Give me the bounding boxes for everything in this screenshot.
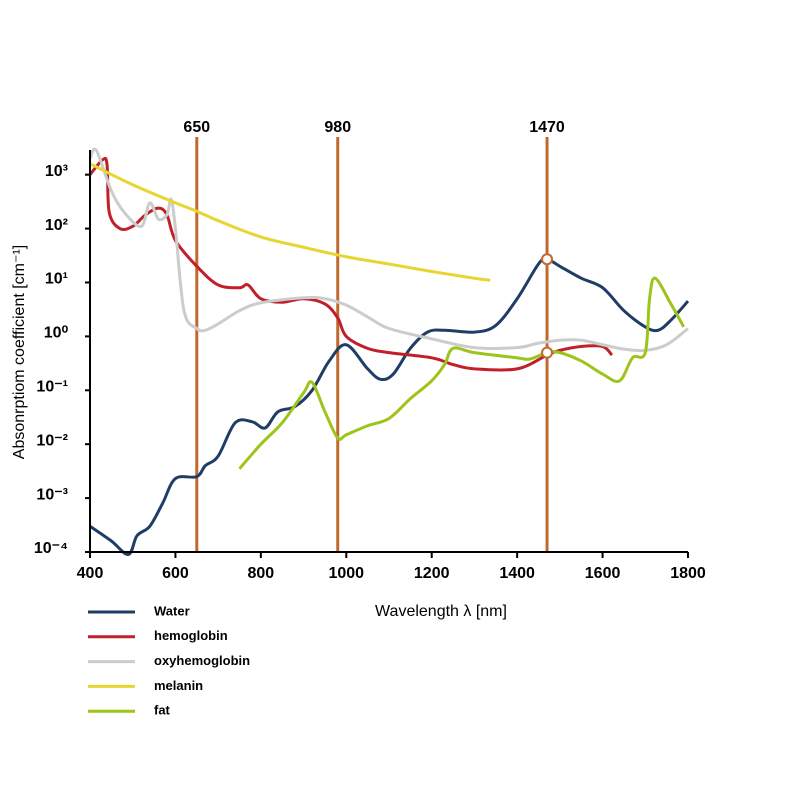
series-line xyxy=(238,276,686,470)
y-tick-label: 10⁻¹ xyxy=(36,379,68,396)
y-tick-label: 10⁻⁴ xyxy=(34,540,68,557)
y-tick-label: 10⁰ xyxy=(44,325,69,342)
x-tick-label: 400 xyxy=(77,565,104,582)
x-tick-label: 1000 xyxy=(328,565,364,582)
legend-label: fat xyxy=(154,703,171,718)
x-tick-label: 1400 xyxy=(499,565,535,582)
marker-label: 650 xyxy=(183,119,210,136)
legend-label: melanin xyxy=(154,678,203,693)
x-tick-label: 1200 xyxy=(414,565,450,582)
y-tick-label: 10³ xyxy=(45,163,68,180)
marker-label: 1470 xyxy=(529,119,565,136)
legend-label: Water xyxy=(154,603,190,618)
series-line xyxy=(88,147,689,353)
x-tick-label: 600 xyxy=(162,565,189,582)
highlight-point xyxy=(541,253,554,266)
marker-label: 980 xyxy=(324,119,351,136)
legend-label: oxyhemoglobin xyxy=(154,653,250,668)
x-tick-label: 1600 xyxy=(585,565,621,582)
y-tick-label: 10² xyxy=(45,217,68,234)
x-tick-label: 1800 xyxy=(670,565,706,582)
y-tick-label: 10⁻² xyxy=(36,432,68,449)
series-line xyxy=(88,156,614,372)
series-line xyxy=(89,257,690,556)
legend-label: hemoglobin xyxy=(154,628,228,643)
highlight-point xyxy=(541,346,554,359)
y-tick-label: 10⁻³ xyxy=(36,486,68,503)
x-tick-label: 800 xyxy=(248,565,275,582)
y-axis-label: Absonrptiom coefficient [cm⁻¹] xyxy=(11,245,28,459)
x-axis-label: Wavelength λ [nm] xyxy=(375,603,507,620)
series-line xyxy=(89,162,491,282)
y-tick-label: 10¹ xyxy=(45,271,68,288)
